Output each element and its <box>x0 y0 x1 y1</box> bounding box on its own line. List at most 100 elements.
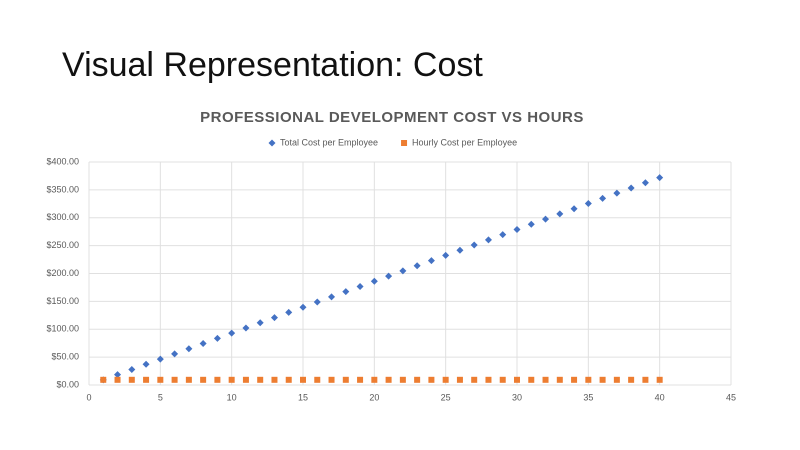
point <box>242 376 249 383</box>
legend-marker <box>268 139 276 147</box>
point <box>485 376 492 383</box>
point <box>599 376 606 383</box>
point <box>456 376 463 383</box>
point <box>570 205 578 213</box>
point <box>399 267 407 275</box>
point <box>171 350 179 358</box>
y-tick-label: $400.00 <box>46 156 79 166</box>
point <box>613 376 620 383</box>
point <box>143 376 150 383</box>
y-tick-label: $50.00 <box>51 352 79 362</box>
point <box>228 376 235 383</box>
y-tick-label: $350.00 <box>46 184 79 194</box>
point <box>171 376 178 383</box>
point <box>556 210 564 218</box>
point <box>299 303 307 311</box>
point <box>585 376 592 383</box>
y-tick-label: $300.00 <box>46 212 79 222</box>
point <box>314 376 321 383</box>
point <box>285 376 292 383</box>
point <box>270 314 278 322</box>
point <box>370 277 378 285</box>
point <box>128 376 135 383</box>
point <box>514 376 520 383</box>
x-tick-label: 35 <box>583 392 593 402</box>
point <box>342 376 349 383</box>
point <box>428 376 435 383</box>
point <box>528 376 535 383</box>
point <box>656 376 663 383</box>
x-tick-label: 20 <box>369 392 379 402</box>
point <box>499 376 506 383</box>
x-tick-label: 15 <box>298 392 308 402</box>
point <box>100 376 107 383</box>
point <box>128 365 136 373</box>
point <box>342 288 350 296</box>
point <box>584 200 592 208</box>
point <box>442 376 449 383</box>
point <box>627 184 635 192</box>
y-tick-label: $100.00 <box>46 324 79 334</box>
point <box>285 308 293 316</box>
point <box>656 174 664 182</box>
point <box>300 376 306 383</box>
point <box>356 282 364 290</box>
point <box>228 329 236 337</box>
point <box>613 189 621 197</box>
point <box>328 376 335 383</box>
point <box>442 251 450 259</box>
point <box>642 376 649 383</box>
point <box>427 257 435 265</box>
point <box>199 340 207 348</box>
point <box>213 334 221 342</box>
point <box>571 376 578 383</box>
point <box>313 298 321 306</box>
y-tick-label: $150.00 <box>46 296 79 306</box>
point <box>413 262 421 270</box>
y-tick-label: $0.00 <box>56 379 79 389</box>
point <box>142 360 150 368</box>
x-tick-label: 40 <box>655 392 665 402</box>
point <box>257 376 264 383</box>
point <box>641 179 649 187</box>
point <box>499 231 507 239</box>
point <box>414 376 421 383</box>
chart-title: PROFESSIONAL DEVELOPMENT COST VS HOURS <box>200 109 584 126</box>
point <box>599 194 607 202</box>
point <box>200 376 207 383</box>
y-tick-label: $250.00 <box>46 240 79 250</box>
legend-label: Total Cost per Employee <box>280 137 378 147</box>
point <box>242 324 250 332</box>
point <box>470 241 478 249</box>
point <box>542 376 549 383</box>
point <box>114 371 122 379</box>
point <box>471 376 478 383</box>
y-tick-label: $200.00 <box>46 268 79 278</box>
point <box>527 220 535 228</box>
point <box>385 376 392 383</box>
point <box>513 225 521 233</box>
point <box>371 376 378 383</box>
point <box>214 376 221 383</box>
point <box>328 293 336 301</box>
point <box>271 376 278 383</box>
point <box>185 376 192 383</box>
x-tick-label: 0 <box>86 392 91 402</box>
point <box>399 376 406 383</box>
point <box>256 319 264 327</box>
point <box>484 236 492 244</box>
point <box>456 246 464 254</box>
x-tick-label: 45 <box>726 392 736 402</box>
point <box>156 355 164 363</box>
point <box>385 272 393 280</box>
point <box>556 376 563 383</box>
point <box>114 376 121 383</box>
x-tick-label: 5 <box>158 392 163 402</box>
point <box>628 376 635 383</box>
legend-marker <box>401 140 408 146</box>
x-tick-label: 30 <box>512 392 522 402</box>
legend-label: Hourly Cost per Employee <box>412 137 517 147</box>
point <box>542 215 550 223</box>
x-tick-label: 25 <box>441 392 451 402</box>
